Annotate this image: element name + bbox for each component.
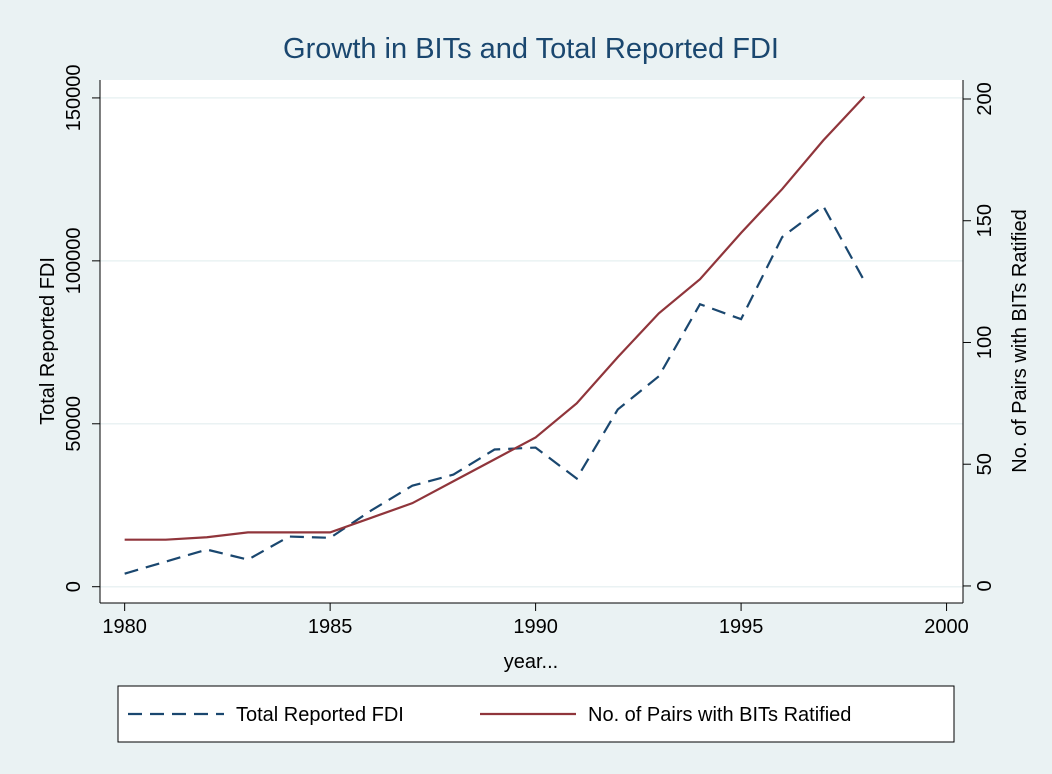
plot-area [100, 80, 963, 603]
y-axis-label: Total Reported FDI [37, 257, 59, 425]
x-tick-label: 2000 [924, 616, 969, 638]
x-axis-label: year... [504, 651, 558, 673]
x-tick-label: 1980 [102, 616, 147, 638]
y-tick-label: 100000 [63, 227, 85, 294]
chart-title: Growth in BITs and Total Reported FDI [283, 33, 779, 65]
y2-tick-label: 0 [974, 580, 996, 591]
y-tick-label: 150000 [63, 65, 85, 132]
y2-axis-label: No. of Pairs with BITs Ratified [1009, 209, 1031, 472]
y2-tick-label: 150 [974, 204, 996, 237]
x-tick-label: 1985 [308, 616, 353, 638]
y-tick-label: 0 [63, 581, 85, 592]
x-tick-label: 1995 [719, 616, 764, 638]
legend-label: Total Reported FDI [236, 704, 404, 726]
y-tick-label: 50000 [63, 396, 85, 452]
x-tick-label: 1990 [513, 616, 558, 638]
y2-tick-label: 50 [974, 453, 996, 475]
y2-tick-label: 100 [974, 326, 996, 359]
y2-tick-label: 200 [974, 82, 996, 115]
series-line [124, 95, 866, 541]
series-line [124, 204, 866, 575]
legend-label: No. of Pairs with BITs Ratified [588, 704, 851, 726]
